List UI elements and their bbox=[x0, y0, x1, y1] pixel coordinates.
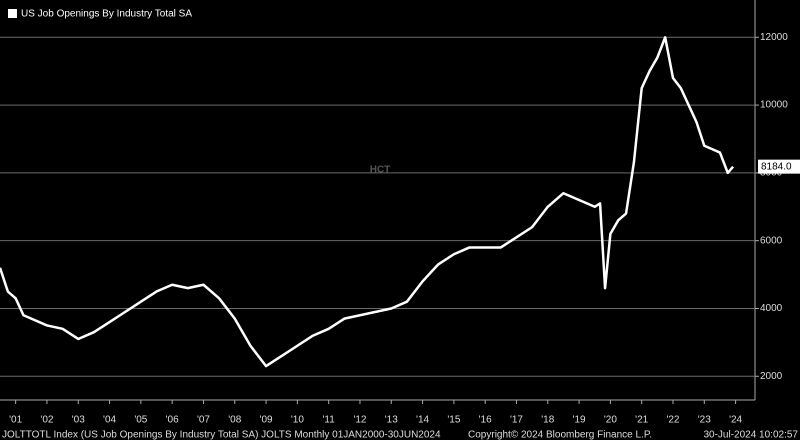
x-tick-label: '16 bbox=[479, 415, 492, 426]
chart-title: US Job Openings By Industry Total SA bbox=[21, 9, 192, 20]
last-value-label: 8184.0 bbox=[761, 161, 792, 172]
footer-copyright: Copyright© 2024 Bloomberg Finance L.P. bbox=[468, 430, 652, 440]
x-tick-label: '22 bbox=[666, 415, 679, 426]
footer-date: 30-Jul-2024 10:02:57 bbox=[703, 430, 798, 440]
x-tick-label: '17 bbox=[510, 415, 523, 426]
y-tick-label: 2000 bbox=[760, 371, 783, 382]
x-tick-label: '21 bbox=[635, 415, 648, 426]
y-tick-label: 10000 bbox=[760, 100, 788, 111]
x-tick-label: '02 bbox=[40, 415, 53, 426]
x-tick-label: '03 bbox=[72, 415, 85, 426]
x-tick-label: '11 bbox=[323, 415, 336, 426]
x-tick-label: '19 bbox=[573, 415, 586, 426]
x-tick-label: '13 bbox=[385, 415, 398, 426]
y-tick-label: 4000 bbox=[760, 303, 783, 314]
y-tick-label: 12000 bbox=[760, 32, 788, 43]
x-tick-label: '07 bbox=[197, 415, 210, 426]
x-tick-label: '15 bbox=[447, 415, 460, 426]
x-tick-label: '05 bbox=[134, 415, 147, 426]
legend-swatch bbox=[8, 9, 17, 18]
x-tick-label: '08 bbox=[228, 415, 241, 426]
x-tick-label: '12 bbox=[353, 415, 366, 426]
last-value-box bbox=[758, 159, 800, 174]
watermark: HCT bbox=[370, 165, 391, 176]
x-tick-label: '01 bbox=[9, 415, 22, 426]
x-tick-label: '18 bbox=[541, 415, 554, 426]
footer-source: JOLTTOTL Index (US Job Openings By Indus… bbox=[2, 430, 441, 440]
x-tick-label: '24 bbox=[729, 415, 742, 426]
x-tick-label: '14 bbox=[416, 415, 429, 426]
x-tick-label: '04 bbox=[103, 415, 116, 426]
line bbox=[0, 36, 735, 368]
x-tick-label: '23 bbox=[698, 415, 711, 426]
x-tick-label: '10 bbox=[291, 415, 304, 426]
x-tick-label: '09 bbox=[260, 415, 273, 426]
x-tick-label: '06 bbox=[166, 415, 179, 426]
y-tick-label: 6000 bbox=[760, 235, 783, 246]
x-tick-label: '20 bbox=[604, 415, 617, 426]
